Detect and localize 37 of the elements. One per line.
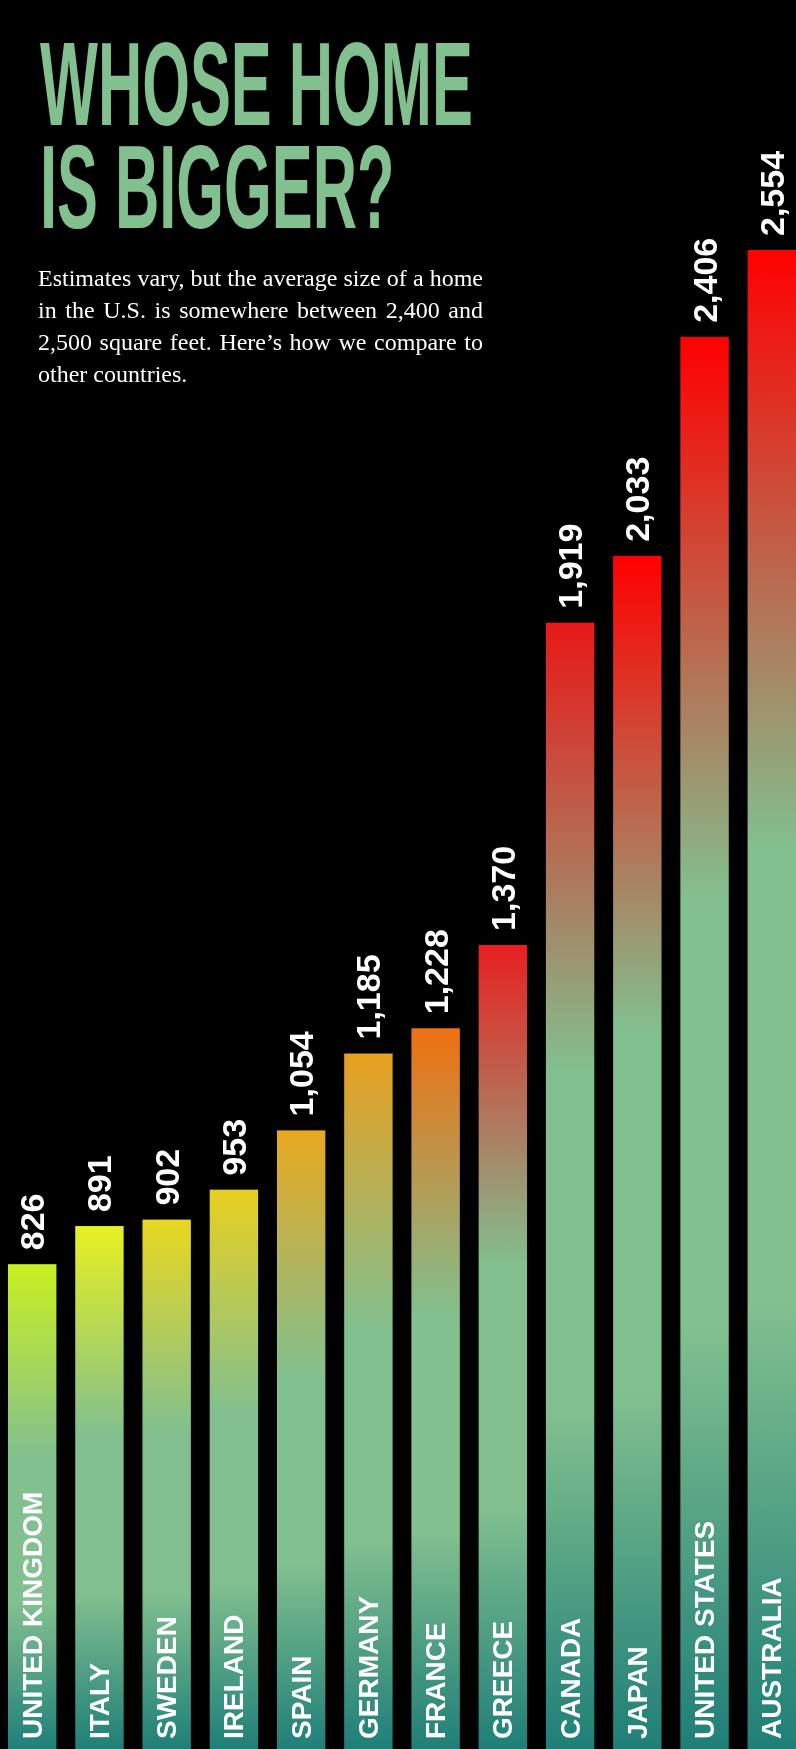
data-label: 2,406 bbox=[685, 237, 724, 323]
data-label: 902 bbox=[147, 1148, 186, 1206]
x-tick-label: SPAIN bbox=[285, 1655, 317, 1739]
x-tick-label: UNITED KINGDOM bbox=[16, 1491, 48, 1739]
data-label: 1,919 bbox=[551, 523, 590, 609]
data-label: 953 bbox=[214, 1118, 253, 1176]
x-tick-label: ITALY bbox=[83, 1662, 115, 1739]
x-tick-label: SWEDEN bbox=[151, 1616, 183, 1739]
bar bbox=[276, 1130, 326, 1749]
bar bbox=[411, 1028, 460, 1749]
x-tick-label: GERMANY bbox=[352, 1595, 384, 1739]
bar bbox=[545, 622, 595, 1749]
bar bbox=[747, 250, 796, 1749]
x-tick-label: CANADA bbox=[554, 1617, 586, 1739]
bar bbox=[75, 1226, 124, 1749]
x-tick-label: AUSTRALIA bbox=[756, 1577, 788, 1739]
data-label: 1,054 bbox=[282, 1031, 321, 1117]
bar bbox=[344, 1053, 393, 1749]
bar bbox=[613, 555, 662, 1749]
data-label: 2,033 bbox=[618, 456, 657, 542]
data-label: 826 bbox=[13, 1193, 52, 1251]
x-tick-label: UNITED STATES bbox=[689, 1520, 721, 1739]
x-tick-label: IRELAND bbox=[218, 1614, 250, 1739]
data-label: 1,228 bbox=[416, 929, 455, 1015]
x-tick-label: GREECE bbox=[487, 1620, 519, 1739]
data-label: 1,370 bbox=[483, 845, 522, 931]
x-tick-label: FRANCE bbox=[420, 1622, 452, 1739]
data-label: 891 bbox=[80, 1155, 119, 1213]
data-label: 1,185 bbox=[349, 954, 388, 1040]
text: Estimates vary, but the average size of a home in the U.S. is somewhere between 2,400 and 2,500 square feet. Here’s how we compare to other countries. bbox=[38, 264, 483, 389]
bar bbox=[478, 944, 528, 1749]
data-label: 2,554 bbox=[752, 150, 791, 236]
x-tick-label: JAPAN bbox=[621, 1646, 653, 1739]
chart-title: WHOSE HOME IS BIGGER? bbox=[40, 18, 473, 254]
bar bbox=[680, 336, 729, 1749]
bar bbox=[209, 1189, 259, 1749]
bar bbox=[142, 1219, 191, 1749]
